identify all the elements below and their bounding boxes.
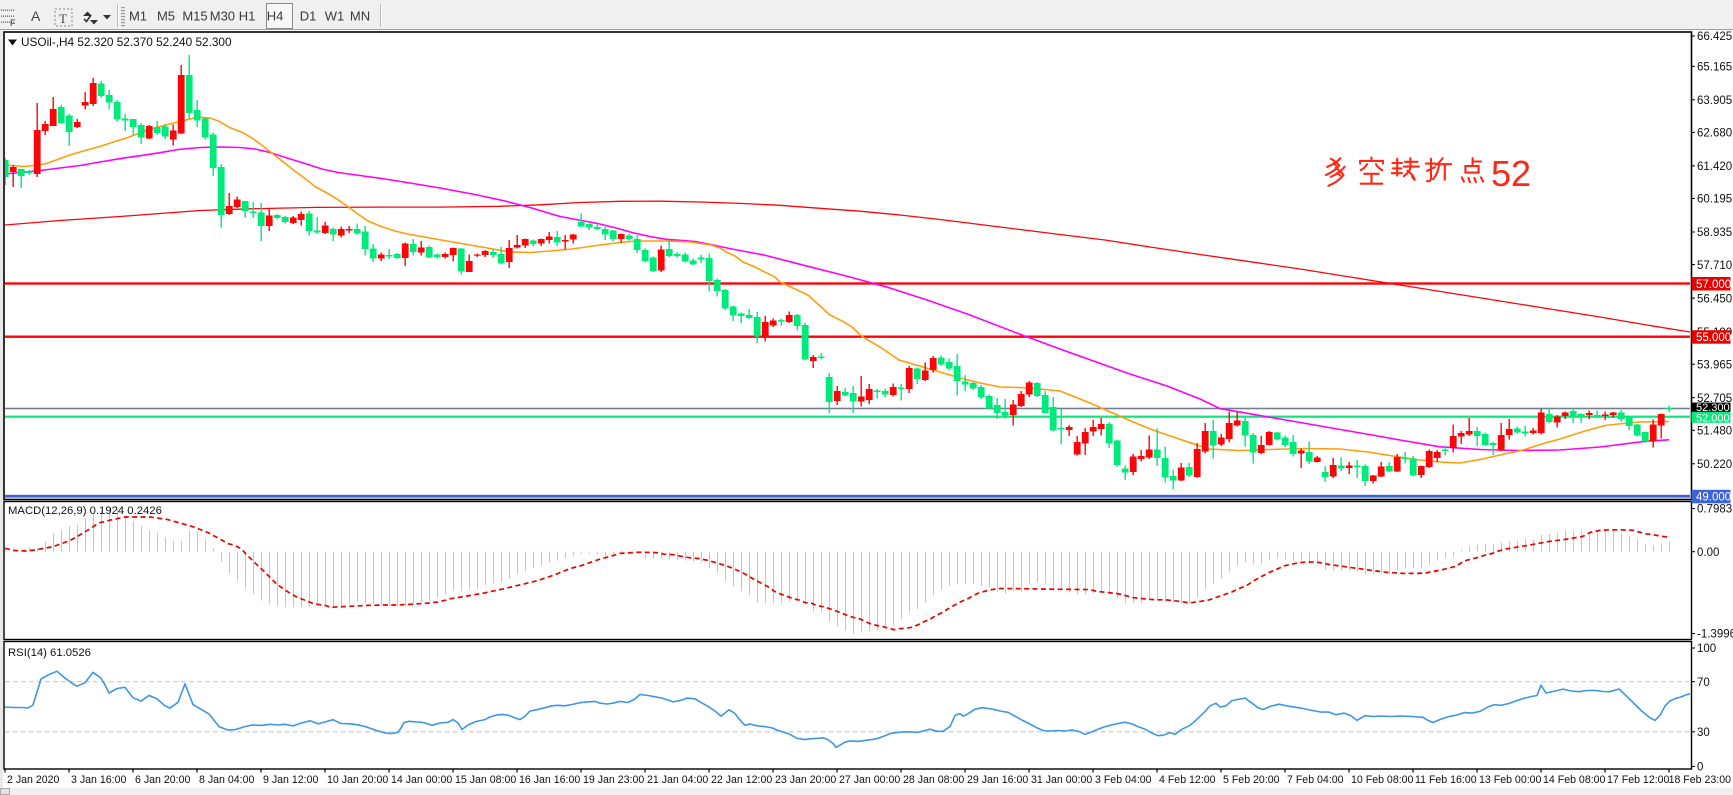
svg-text:0.7983: 0.7983 — [1697, 504, 1732, 516]
svg-text:-1.3996: -1.3996 — [1697, 629, 1733, 641]
svg-text:16 Jan 16:00: 16 Jan 16:00 — [519, 774, 580, 786]
svg-text:55.000: 55.000 — [1696, 332, 1731, 344]
svg-text:21 Jan 04:00: 21 Jan 04:00 — [647, 774, 708, 786]
svg-text:56.450: 56.450 — [1697, 293, 1732, 305]
svg-text:MACD(12,26,9) 0.1924 0.2426: MACD(12,26,9) 0.1924 0.2426 — [8, 505, 162, 517]
svg-text:14 Feb 08:00: 14 Feb 08:00 — [1543, 774, 1606, 786]
svg-text:0: 0 — [1697, 762, 1703, 774]
svg-text:H1: H1 — [239, 9, 256, 24]
svg-text:F: F — [10, 18, 16, 28]
svg-text:USOil-,H4 52.320 52.370 52.24: USOil-,H4 52.320 52.370 52.240 52.300 — [21, 35, 232, 49]
svg-text:27 Jan 00:00: 27 Jan 00:00 — [839, 774, 900, 786]
svg-text:7 Feb 04:00: 7 Feb 04:00 — [1287, 774, 1344, 786]
svg-text:3 Feb 04:00: 3 Feb 04:00 — [1095, 774, 1152, 786]
svg-text:9 Jan 12:00: 9 Jan 12:00 — [263, 774, 318, 786]
svg-text:22 Jan 12:00: 22 Jan 12:00 — [711, 774, 772, 786]
svg-text:13 Feb 00:00: 13 Feb 00:00 — [1479, 774, 1542, 786]
svg-text:52.000: 52.000 — [1696, 413, 1730, 425]
svg-text:61.420: 61.420 — [1697, 161, 1732, 173]
svg-text:50.220: 50.220 — [1697, 459, 1732, 471]
svg-text:62.680: 62.680 — [1697, 128, 1732, 140]
svg-text:57.000: 57.000 — [1696, 279, 1731, 291]
svg-text:52.300: 52.300 — [1696, 402, 1730, 414]
svg-text:28 Jan 08:00: 28 Jan 08:00 — [903, 774, 964, 786]
svg-text:MN: MN — [350, 9, 370, 24]
svg-text:D1: D1 — [300, 9, 317, 24]
svg-text:8 Jan 04:00: 8 Jan 04:00 — [199, 774, 254, 786]
svg-text:31 Jan 00:00: 31 Jan 00:00 — [1031, 774, 1092, 786]
svg-text:30: 30 — [1697, 727, 1710, 739]
svg-text:17 Feb 12:00: 17 Feb 12:00 — [1607, 774, 1670, 786]
svg-text:65.165: 65.165 — [1697, 62, 1732, 74]
svg-text:57.710: 57.710 — [1697, 260, 1732, 272]
svg-text:4 Feb 12:00: 4 Feb 12:00 — [1159, 774, 1216, 786]
svg-text:M5: M5 — [157, 9, 175, 24]
svg-text:2 Jan 2020: 2 Jan 2020 — [7, 774, 60, 786]
svg-text:63.905: 63.905 — [1697, 95, 1732, 107]
svg-text:58.935: 58.935 — [1697, 227, 1732, 239]
svg-text:66.425: 66.425 — [1697, 31, 1732, 43]
svg-text:10 Jan 20:00: 10 Jan 20:00 — [327, 774, 388, 786]
svg-text:11 Feb 16:00: 11 Feb 16:00 — [1415, 774, 1477, 786]
svg-text:5 Feb 20:00: 5 Feb 20:00 — [1223, 774, 1280, 786]
svg-text:10 Feb 08:00: 10 Feb 08:00 — [1351, 774, 1414, 786]
svg-text:M30: M30 — [210, 9, 235, 24]
svg-text:23 Jan 20:00: 23 Jan 20:00 — [775, 774, 836, 786]
svg-text:70: 70 — [1697, 677, 1710, 689]
svg-text:0.00: 0.00 — [1697, 547, 1719, 559]
svg-text:6 Jan 20:00: 6 Jan 20:00 — [135, 774, 190, 786]
svg-text:100: 100 — [1697, 643, 1716, 655]
svg-text:A: A — [31, 8, 41, 24]
svg-text:T: T — [59, 11, 67, 26]
svg-text:H4: H4 — [267, 9, 284, 24]
svg-text:52.705: 52.705 — [1697, 393, 1732, 405]
svg-text:3 Jan 16:00: 3 Jan 16:00 — [71, 774, 126, 786]
svg-text:60.195: 60.195 — [1697, 194, 1732, 206]
svg-text:52: 52 — [1491, 153, 1531, 194]
svg-text:15 Jan 08:00: 15 Jan 08:00 — [455, 774, 516, 786]
svg-text:W1: W1 — [325, 9, 345, 24]
svg-text:14 Jan 00:00: 14 Jan 00:00 — [391, 774, 452, 786]
svg-text:51.480: 51.480 — [1697, 426, 1732, 438]
svg-text:M15: M15 — [182, 9, 207, 24]
svg-text:19 Jan 23:00: 19 Jan 23:00 — [583, 774, 644, 786]
svg-text:RSI(14) 61.0526: RSI(14) 61.0526 — [8, 647, 91, 659]
svg-text:M1: M1 — [129, 9, 147, 24]
svg-text:18 Feb 23:00: 18 Feb 23:00 — [1669, 774, 1732, 786]
svg-text:29 Jan 16:00: 29 Jan 16:00 — [967, 774, 1028, 786]
svg-text:53.965: 53.965 — [1697, 359, 1732, 371]
svg-text:49.000: 49.000 — [1696, 492, 1731, 504]
